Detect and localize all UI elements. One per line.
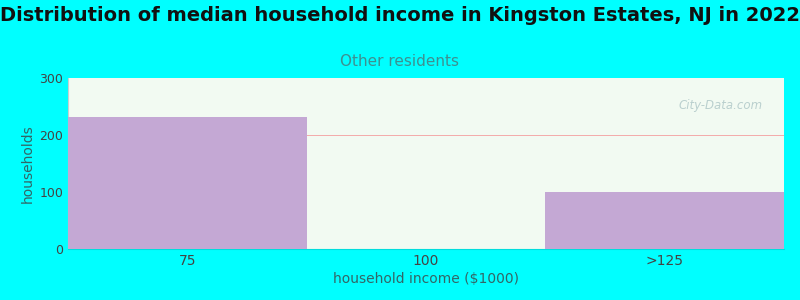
Y-axis label: households: households <box>21 124 35 203</box>
Text: Other residents: Other residents <box>341 54 459 69</box>
X-axis label: household income ($1000): household income ($1000) <box>333 272 519 286</box>
Text: Distribution of median household income in Kingston Estates, NJ in 2022: Distribution of median household income … <box>0 6 800 25</box>
Bar <box>68 117 306 249</box>
Bar <box>546 192 784 249</box>
Text: City-Data.com: City-Data.com <box>678 98 762 112</box>
